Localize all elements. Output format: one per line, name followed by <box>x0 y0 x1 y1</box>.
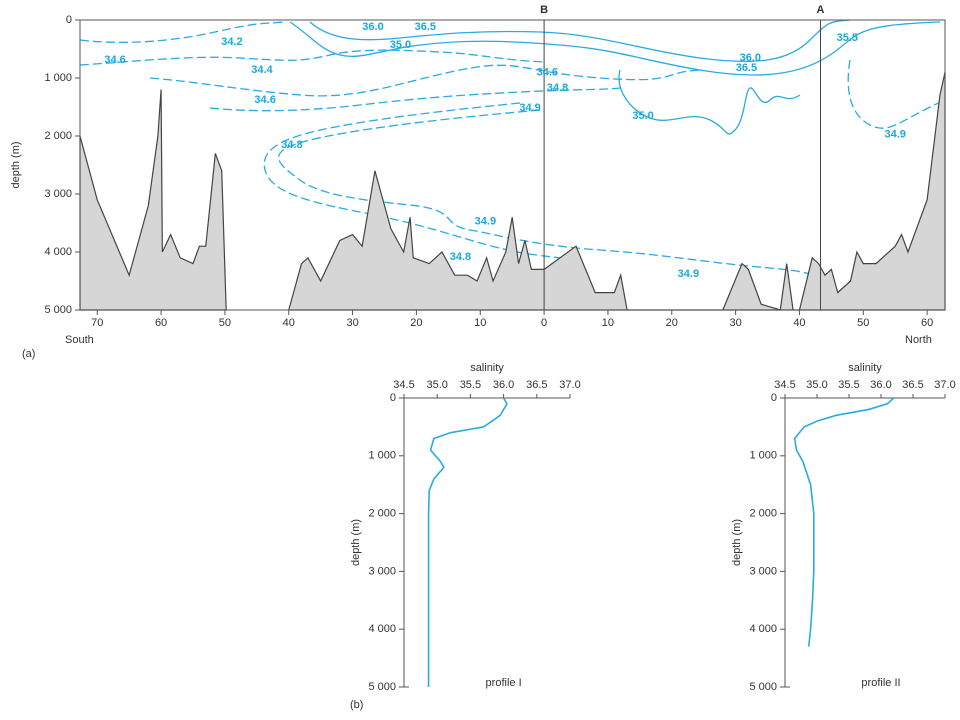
x-tick-label: 20 <box>410 317 422 329</box>
profile-line <box>793 397 895 647</box>
y-tick-label: 5 000 <box>749 681 777 693</box>
x-tick-label: 35.5 <box>838 379 859 391</box>
plot-frame <box>79 19 946 311</box>
x-tick-label: 50 <box>219 317 231 329</box>
x-tick-label: 35.0 <box>426 379 447 391</box>
x-tick-label: 37.0 <box>559 379 580 391</box>
y-axis-label: depth (m) <box>731 519 743 566</box>
x-tick-label: 40 <box>793 317 805 329</box>
y-tick-label: 4 000 <box>44 246 72 258</box>
x-tick-label: 0 <box>541 317 547 329</box>
y-tick-label: 5 000 <box>44 304 72 316</box>
profile-line <box>427 397 508 687</box>
x-tick-label: 50 <box>857 317 869 329</box>
contour-label: 36.0 <box>740 52 761 64</box>
x-tick-label: 20 <box>666 317 678 329</box>
contour-line <box>847 59 946 129</box>
y-tick-label: 2 000 <box>749 508 777 520</box>
x-axis-label: salinity <box>470 362 504 374</box>
contour-label: 34.4 <box>251 64 273 76</box>
x-tick-label: 34.5 <box>774 379 795 391</box>
x-tick-label: 36.5 <box>902 379 923 391</box>
y-tick-label: 3 000 <box>44 188 72 200</box>
y-tick-label: 4 000 <box>749 623 777 635</box>
contour-line <box>149 64 701 97</box>
marker-label: B <box>540 4 548 16</box>
profile-label: profile II <box>861 677 900 689</box>
contour-label: 35.5 <box>837 32 858 44</box>
x-tick-label: 35.5 <box>460 379 481 391</box>
x-tick-label: 30 <box>346 317 358 329</box>
marker-label: A <box>817 4 825 16</box>
contour-line <box>263 102 561 259</box>
x-tick-label: 40 <box>283 317 295 329</box>
right-label: North <box>905 334 932 346</box>
contour-line <box>79 49 546 66</box>
contour-label: 34.9 <box>884 129 905 141</box>
y-tick-label: 4 000 <box>368 623 396 635</box>
x-tick-label: 36.0 <box>870 379 891 391</box>
seafloor <box>79 89 227 311</box>
x-tick-label: 37.0 <box>934 379 955 391</box>
y-axis-label: depth (m) <box>10 141 22 188</box>
x-tick-label: 60 <box>921 317 933 329</box>
contour-line <box>289 21 941 76</box>
contour-label: 34.9 <box>475 216 496 228</box>
left-label: South <box>65 334 94 346</box>
contour-label: 36.5 <box>415 21 436 33</box>
y-tick-label: 0 <box>771 392 777 404</box>
x-tick-label: 36.0 <box>493 379 514 391</box>
x-tick-label: 60 <box>155 317 167 329</box>
x-tick-label: 70 <box>91 317 103 329</box>
y-tick-label: 2 000 <box>368 508 396 520</box>
contour-label: 34.8 <box>281 139 302 151</box>
contour-label: 35.0 <box>390 39 411 51</box>
contour-label: 34.8 <box>547 82 568 94</box>
x-tick-label: 10 <box>602 317 614 329</box>
x-tick-label: 30 <box>729 317 741 329</box>
contour-label: 36.0 <box>362 21 383 33</box>
contour-line <box>618 69 801 135</box>
y-axis-label: depth (m) <box>350 519 362 566</box>
x-tick-label: 36.5 <box>526 379 547 391</box>
panel-label: (a) <box>22 348 35 360</box>
x-axis-label: salinity <box>848 362 882 374</box>
y-tick-label: 3 000 <box>368 565 396 577</box>
contour-line <box>209 87 621 112</box>
contour-label: 34.6 <box>537 67 558 79</box>
contour-line <box>309 19 851 63</box>
y-tick-label: 1 000 <box>368 450 396 462</box>
profile-label: profile I <box>486 677 522 689</box>
x-tick-label: 35.0 <box>806 379 827 391</box>
y-tick-label: 2 000 <box>44 130 72 142</box>
contour-label: 34.9 <box>678 268 699 280</box>
y-tick-label: 0 <box>66 14 72 26</box>
contour-label: 36.5 <box>736 62 757 74</box>
x-tick-label: 10 <box>474 317 486 329</box>
contour-line <box>79 21 286 44</box>
y-tick-label: 5 000 <box>368 681 396 693</box>
contour-label: 35.0 <box>632 110 653 122</box>
contour-label: 34.6 <box>254 94 275 106</box>
y-tick-label: 3 000 <box>749 565 777 577</box>
contour-label: 34.8 <box>450 251 471 263</box>
seafloor <box>287 72 946 311</box>
contour-line <box>277 109 831 291</box>
contour-label: 34.9 <box>519 102 540 114</box>
x-tick-label: 34.5 <box>393 379 414 391</box>
contour-label: 34.2 <box>221 36 242 48</box>
y-tick-label: 1 000 <box>749 450 777 462</box>
y-tick-label: 1 000 <box>44 72 72 84</box>
panel-label: (b) <box>350 699 363 711</box>
contour-label: 34.6 <box>104 54 125 66</box>
contours <box>79 19 946 291</box>
y-tick-label: 0 <box>390 392 396 404</box>
